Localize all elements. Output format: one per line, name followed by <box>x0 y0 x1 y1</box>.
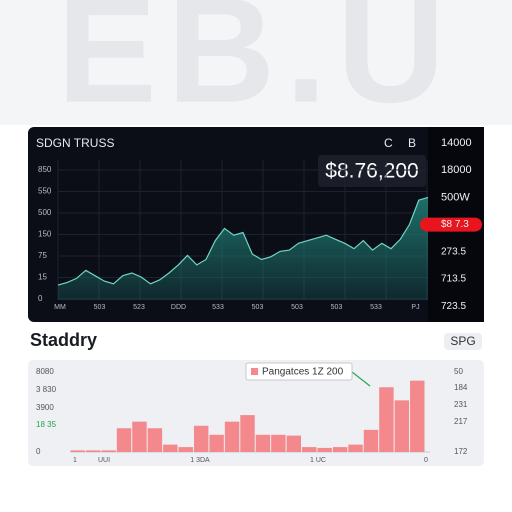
left-axis-label: 850 <box>38 165 52 174</box>
section-title: Staddry <box>30 330 97 350</box>
left-axis-label: 3 830 <box>36 385 57 394</box>
icon: C <box>384 136 393 150</box>
x-axis-label: MM <box>54 304 66 311</box>
bar <box>132 421 147 452</box>
area <box>58 197 428 300</box>
bar <box>317 447 332 452</box>
left-axis-label: 0 <box>38 294 43 303</box>
x-axis-label: 503 <box>94 304 106 311</box>
left-axis-label: 75 <box>38 251 47 260</box>
x-axis-label: 533 <box>370 304 382 311</box>
bar <box>209 434 224 452</box>
area-line <box>57 196 429 286</box>
bar <box>379 387 394 452</box>
tooltip-swatch <box>251 368 258 375</box>
bar <box>163 444 178 452</box>
x-axis-label: 1 UC <box>310 457 326 464</box>
bar <box>101 450 116 452</box>
bar <box>240 415 255 452</box>
right-axis-label: 172 <box>454 447 468 456</box>
bar <box>348 444 363 452</box>
bar <box>332 447 348 452</box>
x-axis-label: UUI <box>98 457 110 464</box>
x-axis-label: 1 <box>73 457 77 464</box>
bar <box>255 434 271 452</box>
x-axis-label: 0 <box>424 457 428 464</box>
bar <box>193 425 209 452</box>
right-axis-label: 217 <box>454 417 468 426</box>
right-axis-label: 18000 <box>441 164 472 176</box>
header-band <box>0 0 512 125</box>
watermark: EB.U <box>57 0 455 134</box>
x-axis-label: 533 <box>212 304 224 311</box>
x-axis-label: 1 3DA <box>190 457 210 464</box>
x-axis-label: 523 <box>133 304 145 311</box>
x-axis-label: DDD <box>171 304 186 311</box>
tooltip <box>245 362 353 381</box>
bar <box>286 435 302 452</box>
bar <box>147 428 163 452</box>
bar <box>70 450 85 452</box>
bar <box>302 447 317 452</box>
icon: B <box>408 136 416 150</box>
right-axis-label: 231 <box>454 400 468 409</box>
bar <box>178 447 193 452</box>
left-axis-label: 150 <box>38 230 52 239</box>
left-axis-label: 8080 <box>36 367 54 376</box>
x-axis-label: PJ <box>411 304 419 311</box>
bar <box>116 428 132 452</box>
right-axis-label: 14000 <box>441 137 472 149</box>
right-axis-label: 184 <box>454 383 468 392</box>
right-axis-label: 500W <box>441 191 470 203</box>
tooltip-label: Pangatces 1Z 200 <box>262 367 344 378</box>
bar <box>85 450 101 452</box>
right-axis-label: $8 7.3 <box>441 219 469 230</box>
left-axis-label: 18 35 <box>36 420 57 429</box>
price-marker <box>420 217 482 232</box>
left-axis-label: 500 <box>38 208 52 217</box>
left-axis-label: 0 <box>36 447 41 456</box>
right-axis-label: 713.5 <box>441 274 466 285</box>
tooltip-pointer <box>351 371 371 387</box>
price: $8.76,200 <box>325 160 418 183</box>
right-axis-label: 50 <box>454 367 463 376</box>
x-axis-label: 503 <box>331 304 343 311</box>
bar <box>363 429 379 452</box>
badge <box>444 333 482 350</box>
badge-label: SPG <box>450 334 475 348</box>
bar-chart: 8080 3 830 3900 18 35 0 50 184 231 217 172 1 UUI 1 3… <box>36 367 468 464</box>
right-axis-label: 723.5 <box>441 301 466 312</box>
right-axis-label: 273.5 <box>441 246 466 257</box>
left-axis-label: 3900 <box>36 403 54 412</box>
left-axis-label: 15 <box>38 273 47 282</box>
bar <box>224 421 240 452</box>
left-axis-label: 550 <box>38 187 52 196</box>
x-axis-label: 503 <box>291 304 303 311</box>
x-axis-label: 503 <box>252 304 264 311</box>
bar <box>271 434 286 452</box>
card-title: SDGN TRUSS <box>36 136 114 150</box>
bar <box>394 400 410 452</box>
bar <box>410 380 425 452</box>
